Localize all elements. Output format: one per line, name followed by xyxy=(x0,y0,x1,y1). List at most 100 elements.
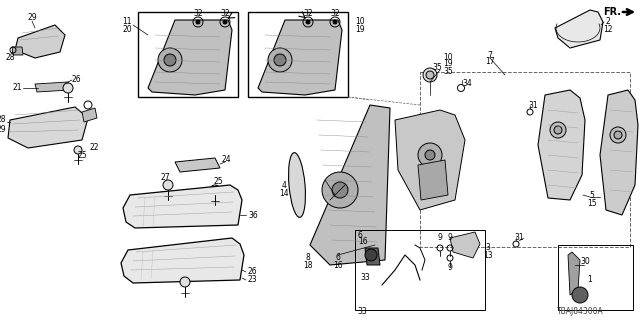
Text: 15: 15 xyxy=(587,198,597,207)
Circle shape xyxy=(572,287,588,303)
Text: 36: 36 xyxy=(248,211,258,220)
Text: 4: 4 xyxy=(282,180,287,189)
Polygon shape xyxy=(450,232,480,258)
Circle shape xyxy=(322,172,358,208)
Text: 20: 20 xyxy=(122,26,132,35)
Text: 21: 21 xyxy=(13,84,22,92)
Circle shape xyxy=(306,20,310,24)
Text: 32: 32 xyxy=(330,10,340,19)
Polygon shape xyxy=(175,158,220,172)
Text: 9: 9 xyxy=(447,263,452,273)
Circle shape xyxy=(210,185,220,195)
Text: 32: 32 xyxy=(220,10,230,19)
Text: 5: 5 xyxy=(589,190,595,199)
Circle shape xyxy=(614,131,622,139)
Polygon shape xyxy=(15,25,65,58)
Circle shape xyxy=(163,180,173,190)
Polygon shape xyxy=(600,90,638,215)
Bar xyxy=(248,12,348,97)
Bar xyxy=(355,230,485,310)
Text: 9: 9 xyxy=(438,234,442,243)
Circle shape xyxy=(268,48,292,72)
Text: 29: 29 xyxy=(0,125,6,134)
Text: 33: 33 xyxy=(357,308,367,316)
Bar xyxy=(558,245,633,310)
Text: 14: 14 xyxy=(279,188,289,197)
Polygon shape xyxy=(418,160,448,200)
Polygon shape xyxy=(12,47,23,55)
Circle shape xyxy=(333,20,337,24)
Circle shape xyxy=(550,122,566,138)
Polygon shape xyxy=(123,185,242,228)
Text: 16: 16 xyxy=(358,237,367,246)
Circle shape xyxy=(158,48,182,72)
Text: 26: 26 xyxy=(248,268,258,276)
Circle shape xyxy=(332,182,348,198)
Polygon shape xyxy=(365,248,380,265)
Circle shape xyxy=(610,127,626,143)
Circle shape xyxy=(426,71,434,79)
Bar xyxy=(420,72,630,247)
Text: FR.: FR. xyxy=(603,7,621,17)
Text: 2: 2 xyxy=(605,18,611,27)
Text: 17: 17 xyxy=(485,58,495,67)
Text: 32: 32 xyxy=(303,10,313,19)
Text: 26: 26 xyxy=(72,76,82,84)
Circle shape xyxy=(365,249,377,261)
Text: 7: 7 xyxy=(488,51,492,60)
Text: 27: 27 xyxy=(160,173,170,182)
Text: 31: 31 xyxy=(514,234,524,243)
Polygon shape xyxy=(395,110,465,210)
Text: 6: 6 xyxy=(335,253,340,262)
Text: 8: 8 xyxy=(306,253,310,262)
Polygon shape xyxy=(8,107,88,148)
Polygon shape xyxy=(82,108,97,122)
Text: 31: 31 xyxy=(528,101,538,110)
Text: 29: 29 xyxy=(27,13,37,22)
Circle shape xyxy=(223,20,227,24)
Text: 10: 10 xyxy=(355,18,365,27)
Polygon shape xyxy=(310,105,390,265)
Circle shape xyxy=(418,143,442,167)
Text: 22: 22 xyxy=(89,143,99,153)
Text: 19: 19 xyxy=(443,60,453,68)
Circle shape xyxy=(423,68,437,82)
Ellipse shape xyxy=(289,153,305,217)
Circle shape xyxy=(164,54,176,66)
Text: 35: 35 xyxy=(432,63,442,73)
Text: 34: 34 xyxy=(462,78,472,87)
Circle shape xyxy=(74,146,82,154)
Circle shape xyxy=(63,83,73,93)
Text: 12: 12 xyxy=(604,25,612,34)
Text: 18: 18 xyxy=(303,260,313,269)
Polygon shape xyxy=(35,82,70,92)
Text: 10: 10 xyxy=(443,52,453,61)
Circle shape xyxy=(425,150,435,160)
Circle shape xyxy=(180,277,190,287)
Polygon shape xyxy=(258,20,342,95)
Circle shape xyxy=(196,20,200,24)
Text: 33: 33 xyxy=(360,274,370,283)
Circle shape xyxy=(554,126,562,134)
Text: 35: 35 xyxy=(443,67,453,76)
Polygon shape xyxy=(148,20,232,95)
Text: 32: 32 xyxy=(193,10,203,19)
Text: 25: 25 xyxy=(77,150,87,159)
Text: 6: 6 xyxy=(358,230,363,239)
Text: 30: 30 xyxy=(580,258,590,267)
Text: 23: 23 xyxy=(248,276,258,284)
Text: 25: 25 xyxy=(213,178,223,187)
Polygon shape xyxy=(121,238,244,283)
Polygon shape xyxy=(568,252,580,295)
Text: 24: 24 xyxy=(222,156,232,164)
Text: 11: 11 xyxy=(122,18,132,27)
Text: 28: 28 xyxy=(0,116,6,124)
Circle shape xyxy=(274,54,286,66)
Text: 28: 28 xyxy=(5,53,15,62)
Text: 13: 13 xyxy=(483,252,493,260)
Text: 16: 16 xyxy=(333,260,343,269)
Text: TBAJ84300A: TBAJ84300A xyxy=(557,308,604,316)
Bar xyxy=(138,12,238,97)
Text: 1: 1 xyxy=(588,276,593,284)
Polygon shape xyxy=(538,90,585,200)
